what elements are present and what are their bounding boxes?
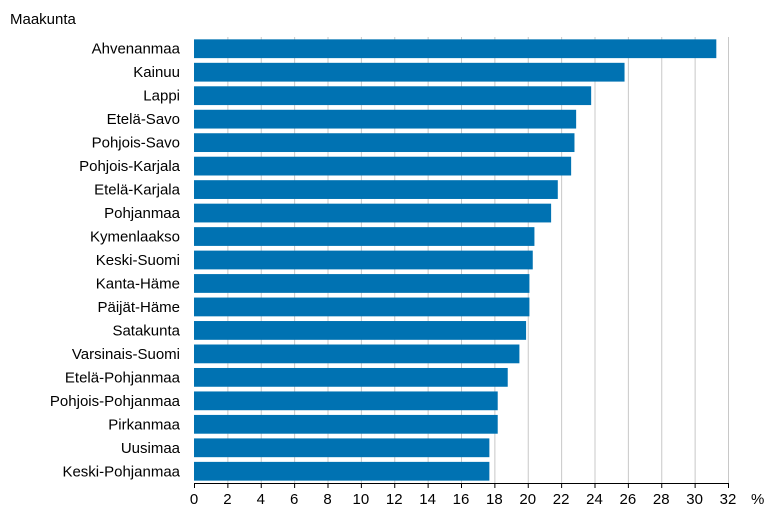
category-labels: Ahvenanmaa Kainuu Lappi Etelä-Savo Pohjois-S… xyxy=(50,41,181,481)
tick-label-14: 14 xyxy=(419,491,436,508)
category-axis-title: Maakunta xyxy=(10,11,77,28)
bar-9 xyxy=(194,250,533,270)
category-label-10: Kanta-Häme xyxy=(96,275,180,292)
tick-label-4: 4 xyxy=(257,491,265,508)
bar-7 xyxy=(194,203,552,223)
tick-label-12: 12 xyxy=(386,491,403,508)
category-label-8: Kymenlaakso xyxy=(90,229,180,246)
bar-4 xyxy=(194,133,575,153)
bar-5 xyxy=(194,156,572,176)
bar-8 xyxy=(194,227,535,246)
tick-label-8: 8 xyxy=(323,491,331,508)
bar-16 xyxy=(194,414,498,434)
category-label-11: Päijät-Häme xyxy=(97,299,180,316)
bar-10 xyxy=(194,274,530,293)
bar-3 xyxy=(194,109,577,129)
tick-label-0: 0 xyxy=(190,491,198,508)
tick-label-32: 32 xyxy=(720,491,737,508)
x-axis-ticks: 0 2 4 6 8 10 12 14 16 18 20 22 24 26 28 30 32 xyxy=(190,483,737,508)
category-label-15: Pohjois-Pohjanmaa xyxy=(50,393,181,410)
category-label-13: Varsinais-Suomi xyxy=(72,346,180,363)
tick-label-28: 28 xyxy=(653,491,670,508)
bar-17 xyxy=(194,438,490,458)
bar-18 xyxy=(194,461,490,481)
category-label-16: Pirkanmaa xyxy=(108,416,180,433)
tick-label-6: 6 xyxy=(290,491,298,508)
tick-label-20: 20 xyxy=(519,491,536,508)
bar-series xyxy=(194,39,717,481)
x-axis-unit: % xyxy=(751,491,764,508)
category-label-14: Etelä-Pohjanmaa xyxy=(65,369,181,386)
bar-12 xyxy=(194,321,527,340)
bar-13 xyxy=(194,344,520,364)
tick-label-26: 26 xyxy=(620,491,637,508)
category-label-9: Keski-Suomi xyxy=(96,252,180,269)
bar-2 xyxy=(194,86,592,106)
bar-14 xyxy=(194,367,508,387)
category-label-0: Ahvenanmaa xyxy=(92,41,181,58)
tick-label-10: 10 xyxy=(353,491,370,508)
bar-11 xyxy=(194,297,530,317)
category-label-6: Etelä-Karjala xyxy=(94,182,181,199)
tick-label-24: 24 xyxy=(586,491,603,508)
category-label-7: Pohjanmaa xyxy=(104,205,181,222)
category-label-17: Uusimaa xyxy=(121,440,181,457)
category-label-3: Etelä-Savo xyxy=(107,111,180,128)
tick-label-18: 18 xyxy=(486,491,503,508)
category-label-2: Lappi xyxy=(143,88,180,105)
bar-15 xyxy=(194,391,498,411)
category-label-1: Kainuu xyxy=(133,64,180,81)
category-label-18: Keski-Pohjanmaa xyxy=(62,463,180,480)
tick-label-2: 2 xyxy=(223,491,231,508)
category-label-12: Satakunta xyxy=(112,322,180,339)
bar-6 xyxy=(194,180,558,199)
bar-1 xyxy=(194,62,625,82)
tick-label-16: 16 xyxy=(453,491,470,508)
category-label-4: Pohjois-Savo xyxy=(92,135,180,152)
tick-label-22: 22 xyxy=(553,491,570,508)
tick-label-30: 30 xyxy=(686,491,703,508)
bar-0 xyxy=(194,39,717,59)
category-label-5: Pohjois-Karjala xyxy=(79,158,181,175)
